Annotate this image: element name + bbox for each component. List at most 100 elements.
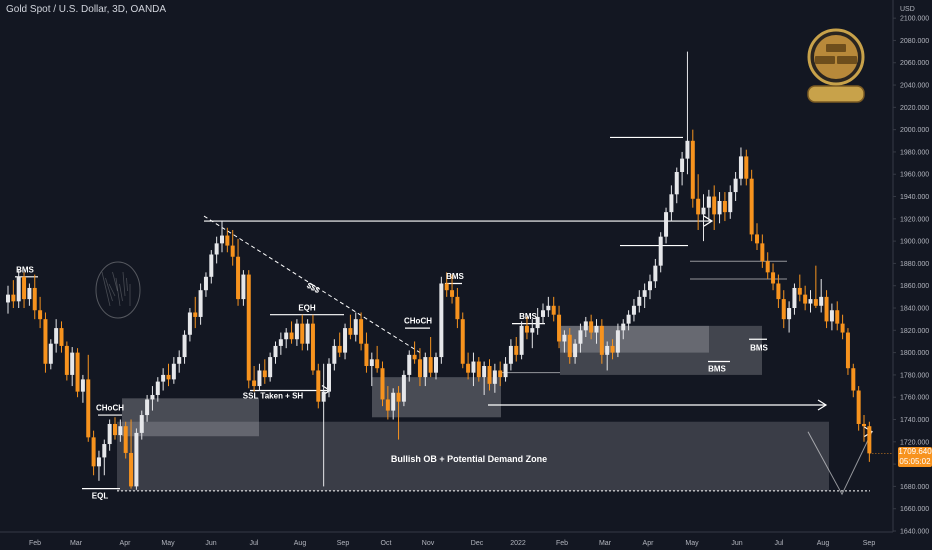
- y-tick-label: 1760.000: [900, 395, 929, 402]
- candle-body: [835, 310, 840, 324]
- candle: [48, 339, 53, 370]
- candle-body: [583, 321, 588, 331]
- bar-countdown: 05:05:02: [899, 457, 931, 467]
- candle: [434, 352, 438, 380]
- candle-body: [391, 392, 396, 411]
- x-tick-label: Sep: [863, 540, 876, 547]
- y-tick-label: 1640.000: [900, 529, 929, 536]
- candle-body: [369, 359, 374, 366]
- x-tick-label: Nov: [422, 540, 435, 547]
- candle-body: [187, 312, 192, 335]
- eqh-label: EQH: [298, 303, 316, 312]
- candle-body: [102, 444, 107, 458]
- candle-body: [771, 272, 776, 284]
- candle: [498, 361, 503, 387]
- candle: [118, 419, 123, 442]
- y-tick-label: 1680.000: [900, 484, 929, 491]
- zones-layer: [117, 325, 829, 491]
- candle: [551, 296, 556, 322]
- candle-body: [573, 343, 578, 358]
- candle-body: [712, 196, 717, 215]
- candle: [487, 359, 492, 391]
- candle: [252, 365, 257, 392]
- candle-body: [578, 330, 583, 344]
- candle-body: [182, 334, 187, 358]
- candle-body: [680, 158, 685, 173]
- candle: [450, 274, 455, 304]
- annotation-labels-layer: BMS CHoCH EQL EQH SSL Taken + SH $$$ CHoCH BMS B…: [16, 265, 768, 500]
- candle-body: [171, 363, 176, 380]
- candle-body: [824, 296, 829, 322]
- y-tick-label: 2000.000: [900, 127, 929, 134]
- candle-body: [364, 343, 369, 366]
- candle-body: [535, 316, 540, 329]
- candle: [364, 332, 369, 373]
- candle-body: [278, 339, 283, 346]
- candle: [337, 332, 342, 358]
- candle: [738, 147, 743, 186]
- candle: [653, 258, 658, 288]
- chart-title: Gold Spot / U.S. Dollar, 3D, OANDA: [6, 4, 167, 15]
- candle-body: [541, 310, 545, 317]
- candle-body: [674, 172, 679, 195]
- candle-body: [412, 354, 417, 360]
- candle: [439, 276, 444, 364]
- y-tick-label: 2060.000: [900, 60, 929, 67]
- candle: [476, 357, 481, 382]
- candle-body: [86, 379, 91, 438]
- y-tick-label: 1840.000: [900, 306, 929, 313]
- x-tick-label: Apr: [643, 540, 655, 547]
- candle-body: [434, 357, 438, 373]
- candle: [327, 358, 331, 398]
- candle-body: [471, 361, 476, 373]
- candle-body: [498, 370, 503, 378]
- candle-body: [749, 178, 754, 235]
- x-tick-label: 2022: [510, 540, 526, 547]
- demand-zone-label: Bullish OB + Potential Demand Zone: [391, 454, 547, 464]
- candle: [391, 388, 396, 420]
- candle-body: [225, 235, 230, 246]
- candle: [503, 357, 508, 382]
- candle-body: [230, 245, 235, 257]
- candle: [755, 223, 759, 251]
- candle-body: [546, 305, 551, 311]
- candle-body: [621, 323, 626, 331]
- candles-layer: [6, 51, 872, 490]
- candle-body: [236, 256, 241, 300]
- candle-body: [284, 332, 289, 340]
- candle: [16, 269, 21, 309]
- candle-body: [589, 321, 594, 333]
- candle: [123, 421, 128, 459]
- candle: [113, 417, 117, 440]
- candle: [664, 207, 669, 244]
- candle: [819, 279, 824, 313]
- candle-body: [862, 423, 866, 427]
- candle: [11, 280, 16, 309]
- candle: [96, 450, 101, 481]
- candle-body: [455, 296, 460, 320]
- candle: [396, 386, 401, 440]
- candle: [22, 272, 27, 309]
- candle: [717, 192, 722, 224]
- candle-body: [851, 368, 856, 391]
- candle: [642, 283, 647, 309]
- candle: [557, 305, 562, 349]
- candle-body: [450, 290, 455, 297]
- candle: [209, 250, 214, 284]
- candle-body: [664, 212, 669, 237]
- liquidity-label: $$$: [305, 281, 321, 295]
- candle: [749, 169, 754, 242]
- candle-body: [487, 365, 492, 384]
- candle: [845, 328, 850, 375]
- candle-body: [305, 323, 310, 344]
- candle: [75, 348, 80, 398]
- candle-body: [819, 296, 824, 306]
- candle: [43, 312, 48, 373]
- x-tick-label: Feb: [29, 540, 41, 547]
- candle-body: [808, 299, 813, 304]
- candle: [792, 283, 797, 315]
- candle: [155, 377, 160, 402]
- candle: [139, 410, 144, 440]
